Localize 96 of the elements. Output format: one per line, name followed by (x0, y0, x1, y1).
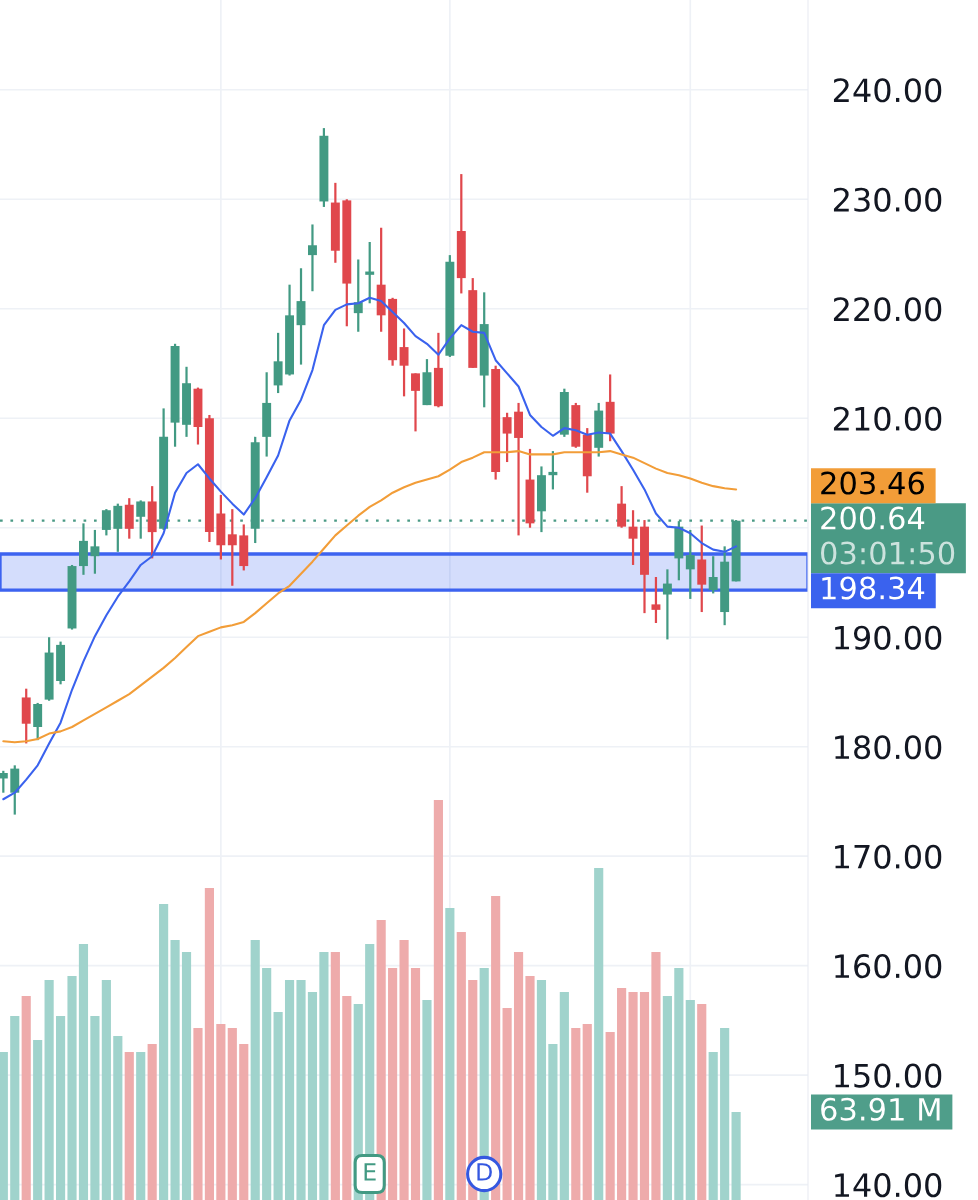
bar (67, 976, 77, 1200)
bar (227, 1028, 237, 1200)
line-series (2, 296, 738, 801)
bar (147, 1044, 157, 1200)
bar (273, 1012, 283, 1200)
text: 03:01:50 (821, 541, 955, 565)
bar (113, 1036, 123, 1200)
bar (731, 1112, 741, 1200)
bar (136, 1052, 146, 1200)
bar (262, 968, 272, 1200)
candlestick (411, 372, 420, 433)
candlestick (685, 528, 695, 601)
bar (90, 1016, 100, 1200)
y-tick-label: 160.00 (835, 954, 942, 979)
bar (548, 1044, 558, 1200)
bar (388, 968, 398, 1200)
bar (101, 980, 111, 1200)
bar (410, 968, 421, 1200)
candlestick (662, 568, 672, 641)
bar (170, 940, 180, 1200)
bar (296, 980, 306, 1200)
bar (399, 940, 409, 1200)
bar (21, 996, 31, 1200)
bar (159, 904, 169, 1200)
bar (536, 980, 547, 1200)
bar (571, 1028, 581, 1200)
bar (55, 1016, 66, 1200)
bar (559, 992, 569, 1200)
bar (124, 1052, 134, 1200)
candlestick (548, 449, 558, 491)
ref-line-label: 200.64 (821, 506, 925, 530)
y-tick-label: 230.00 (833, 187, 942, 212)
y-tick-label: 170.00 (835, 844, 942, 869)
candlestick (708, 555, 718, 595)
candlestick (399, 327, 409, 398)
y-tick-label: 190.00 (835, 625, 942, 650)
candlestick (365, 240, 375, 305)
candlestick (136, 499, 146, 540)
bar (456, 932, 466, 1200)
bar (204, 888, 214, 1200)
candlestick (227, 508, 237, 587)
y-tick-label: 210.00 (833, 406, 942, 431)
bar (433, 800, 443, 1200)
bar (193, 1028, 203, 1200)
bar (33, 1040, 43, 1200)
bar (78, 944, 89, 1200)
bar (513, 952, 524, 1200)
bar (708, 1052, 718, 1200)
bar (181, 952, 192, 1200)
candlestick (307, 223, 317, 293)
annotation: D (477, 1163, 492, 1181)
bar (445, 908, 455, 1200)
bar (720, 1028, 730, 1200)
bar (651, 952, 661, 1200)
y-tick-label: 240.00 (833, 78, 942, 103)
text: 198.34 (822, 576, 925, 600)
candlestick (113, 502, 123, 553)
bar (662, 996, 672, 1200)
bar (685, 1000, 695, 1200)
text: 63.91 M (821, 1097, 940, 1121)
bar (628, 992, 638, 1200)
bar (44, 980, 54, 1200)
bar (639, 992, 650, 1200)
bar (307, 992, 318, 1200)
candlestick (502, 411, 512, 464)
bar (582, 1024, 592, 1200)
bar (674, 968, 684, 1200)
bar (284, 980, 295, 1200)
bar (617, 988, 627, 1200)
candlestick (628, 509, 638, 567)
bar (319, 952, 329, 1200)
y-tick-label: 150.00 (835, 1063, 942, 1088)
bar (10, 1016, 20, 1200)
bar (502, 1008, 512, 1200)
bar (594, 868, 604, 1200)
y-tick-label: 140.00 (835, 1173, 942, 1198)
candlestick (90, 528, 100, 575)
bar (525, 976, 535, 1200)
text: 203.46 (821, 471, 924, 495)
candlestick (0, 769, 8, 794)
bar (330, 952, 340, 1200)
y-tick-label: 180.00 (835, 735, 942, 760)
bar (697, 1004, 707, 1200)
candlestick (101, 508, 111, 537)
annotation: E (364, 1163, 376, 1181)
candlestick (617, 485, 627, 529)
bar (0, 1052, 8, 1200)
bar (216, 1024, 226, 1200)
bar (250, 940, 260, 1200)
candlestick (651, 575, 661, 625)
line-series (2, 450, 738, 744)
bar (239, 1044, 249, 1200)
y-tick-label: 220.00 (833, 297, 942, 322)
bar (605, 1032, 615, 1200)
bar (342, 996, 352, 1200)
bar (422, 1000, 432, 1200)
